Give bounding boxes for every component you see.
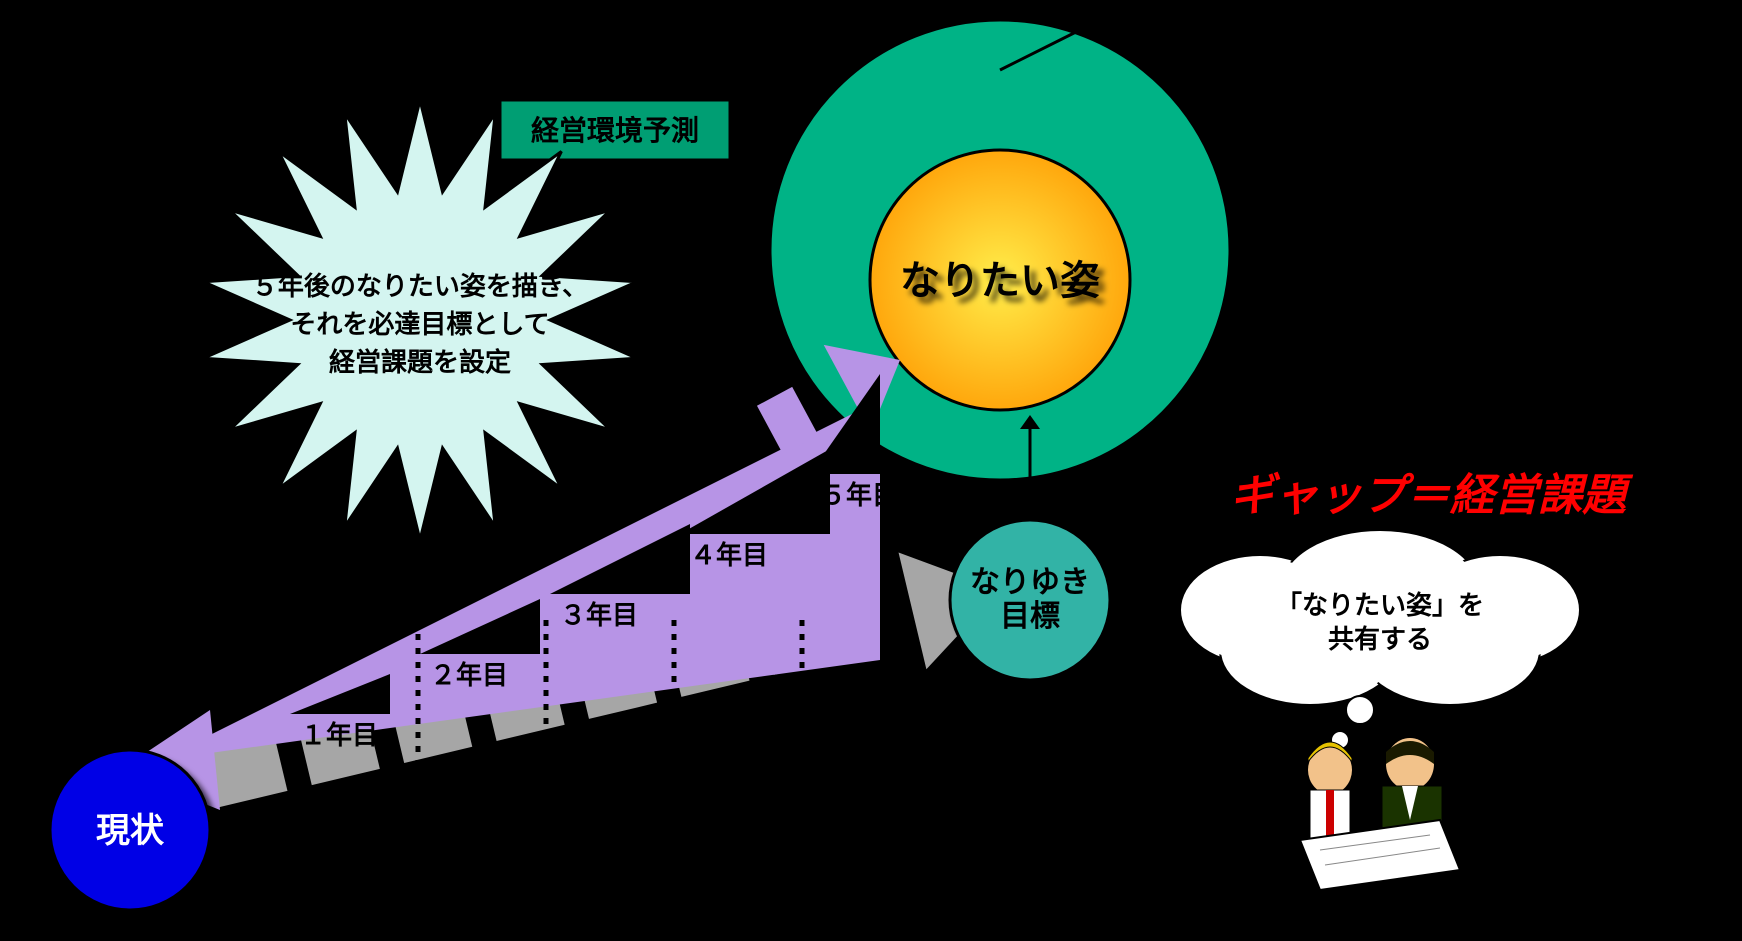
thought-text: 「なりたい姿」を xyxy=(1276,590,1484,620)
desired-state-label: なりたい姿 xyxy=(900,259,1100,303)
thought-tail xyxy=(1346,696,1374,724)
step-label: ２年目 xyxy=(430,660,508,690)
gap-title: ギャップ＝経営課題 xyxy=(1230,471,1634,520)
step-label: ４年目 xyxy=(690,540,768,570)
thought-text: 共有する xyxy=(1328,624,1432,654)
step-label: ５年目 xyxy=(820,480,898,510)
starburst-text: それを必達目標として xyxy=(290,309,549,339)
starburst-text: ５年後のなりたい姿を描き、 xyxy=(252,271,588,301)
diagram-canvas: なりたい姿 経営環境予測 １年目 ２年目 ３年目 ４年目 ５年目 ５年後のなりたい姿を描き、そ… xyxy=(0,0,1742,941)
step-label: ３年目 xyxy=(560,600,638,630)
starburst-text: 経営課題を設定 xyxy=(329,347,511,377)
nariyuki-label: なりゆき xyxy=(970,566,1090,599)
step-label: １年目 xyxy=(300,720,378,750)
diagram-svg: なりたい姿 経営環境予測 １年目 ２年目 ３年目 ４年目 ５年目 ５年後のなりたい姿を描き、そ… xyxy=(0,0,1742,941)
forecast-label: 経営環境予測 xyxy=(531,114,699,146)
people-icon xyxy=(1300,738,1460,890)
nariyuki-label: 目標 xyxy=(1000,600,1060,633)
current-state-label: 現状 xyxy=(96,812,165,850)
